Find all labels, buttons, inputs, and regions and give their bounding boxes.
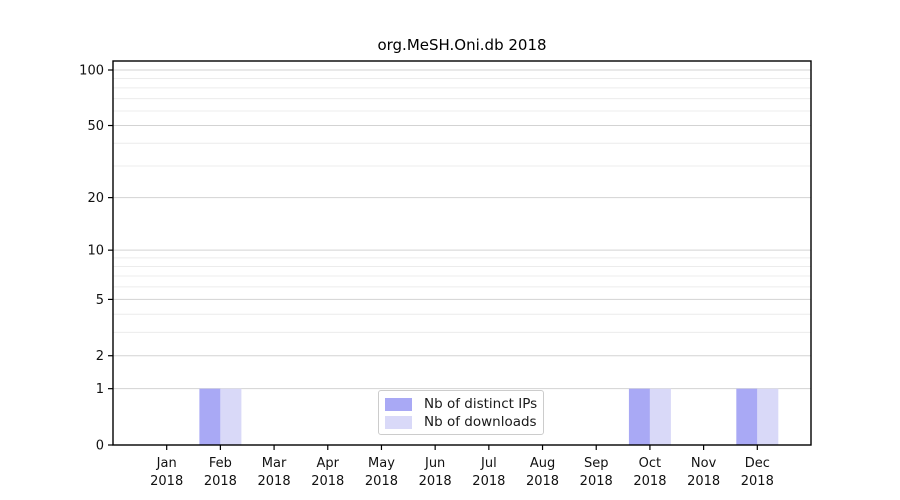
x-tick-label-month: Jan xyxy=(156,456,177,471)
x-tick-label-month: Jun xyxy=(424,456,445,471)
x-tick-label-year: 2018 xyxy=(150,474,183,489)
x-tick-label-year: 2018 xyxy=(687,474,720,489)
bar-downloads-dec xyxy=(757,388,779,445)
x-tick-label-month: May xyxy=(368,456,395,471)
bar-downloads-feb xyxy=(220,388,242,445)
chart-title: org.MeSH.Oni.db 2018 xyxy=(377,36,547,54)
y-tick-label: 10 xyxy=(87,244,104,259)
plot-border xyxy=(112,60,812,446)
x-tick-label-month: Aug xyxy=(530,456,555,471)
y-tick-label: 0 xyxy=(96,439,104,454)
x-tick-label-month: Feb xyxy=(209,456,232,471)
x-tick-label-year: 2018 xyxy=(258,474,291,489)
legend-item-distinct-ips: Nb of distinct IPs xyxy=(385,396,538,412)
bar-distinct-ips-dec xyxy=(736,388,758,445)
y-tick-label: 5 xyxy=(96,293,104,308)
x-tick-label-year: 2018 xyxy=(311,474,344,489)
x-tick-label-month: Sep xyxy=(584,456,609,471)
x-tick-label-year: 2018 xyxy=(365,474,398,489)
chart-legend: Nb of distinct IPs Nb of downloads xyxy=(378,390,544,435)
y-tick-label: 20 xyxy=(87,191,104,206)
x-tick-label-year: 2018 xyxy=(580,474,613,489)
y-tick-label: 1 xyxy=(96,382,104,397)
x-tick-label-month: Dec xyxy=(745,456,770,471)
legend-swatch-downloads xyxy=(385,415,412,429)
bar-downloads-oct xyxy=(649,388,671,445)
x-tick-label-month: Mar xyxy=(262,456,287,471)
x-tick-label-year: 2018 xyxy=(633,474,666,489)
x-tick-label-month: Oct xyxy=(639,456,661,471)
y-tick-label: 100 xyxy=(79,64,104,79)
bar-distinct-ips-feb xyxy=(199,388,221,445)
y-tick-label: 2 xyxy=(96,349,104,364)
x-tick-label-year: 2018 xyxy=(472,474,505,489)
legend-swatch-distinct-ips xyxy=(385,397,412,411)
legend-label-downloads: Nb of downloads xyxy=(424,414,537,430)
x-tick-label-year: 2018 xyxy=(419,474,452,489)
y-tick-label: 50 xyxy=(87,119,104,134)
legend-item-downloads: Nb of downloads xyxy=(385,414,537,430)
x-tick-label-month: Apr xyxy=(317,456,340,471)
x-tick-label-year: 2018 xyxy=(526,474,559,489)
x-tick-label-month: Jul xyxy=(480,456,497,471)
legend-label-distinct-ips: Nb of distinct IPs xyxy=(424,396,538,412)
bar-distinct-ips-oct xyxy=(628,388,650,445)
x-tick-label-year: 2018 xyxy=(204,474,237,489)
x-tick-label-year: 2018 xyxy=(741,474,774,489)
x-tick-label-month: Nov xyxy=(691,456,717,471)
